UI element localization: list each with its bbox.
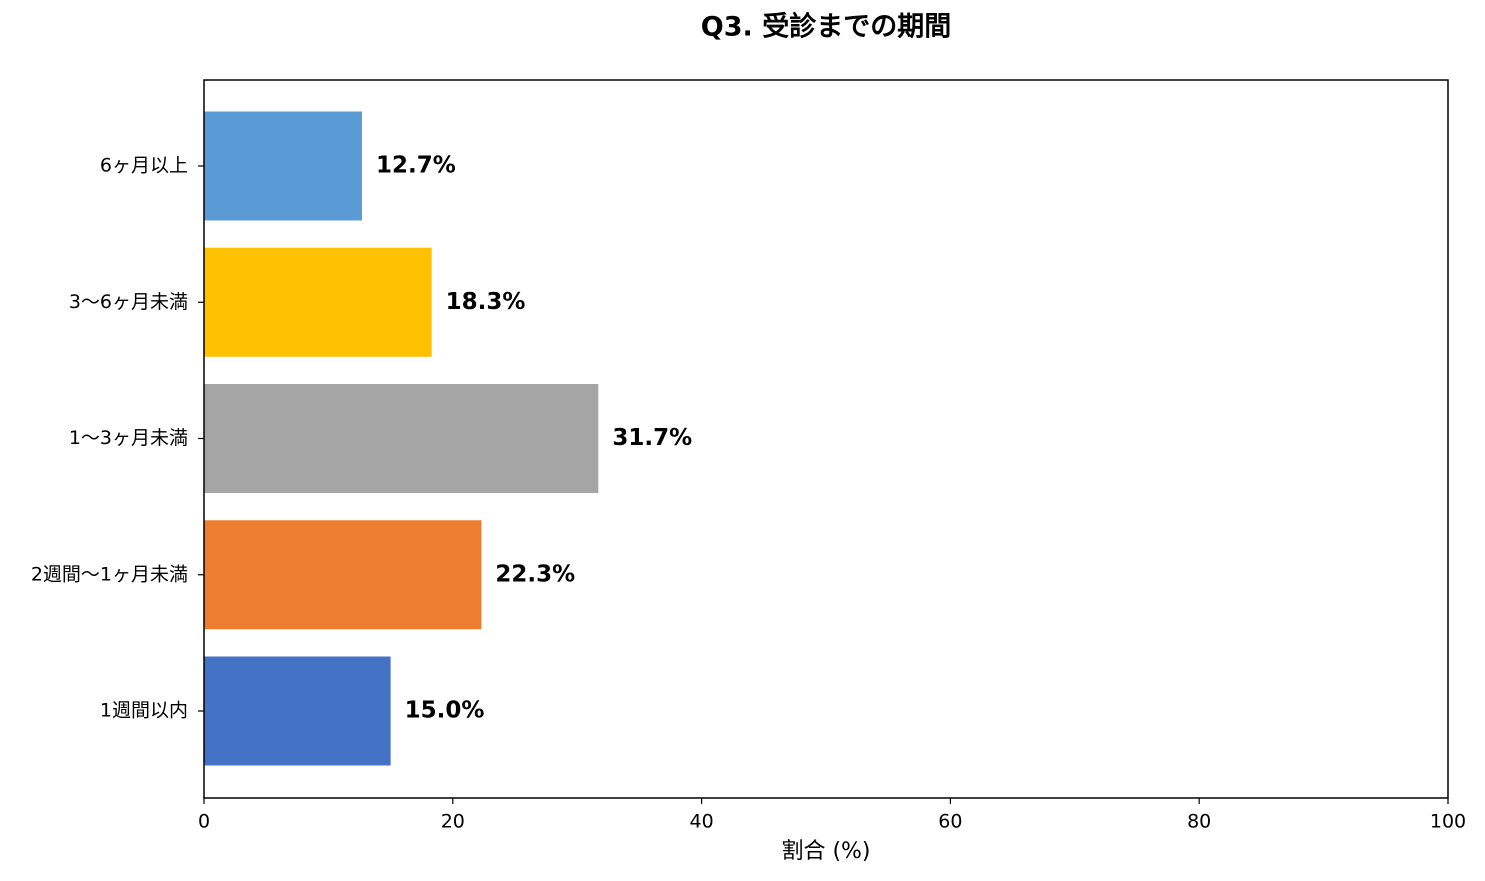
data-label: 22.3% <box>495 561 575 587</box>
x-tick-label: 40 <box>690 811 714 833</box>
plot-frame <box>203 79 1449 799</box>
data-label: 15.0% <box>405 698 485 724</box>
x-tick-label: 80 <box>1187 811 1211 833</box>
x-tick-label: 20 <box>441 811 465 833</box>
data-label: 18.3% <box>446 289 526 315</box>
y-tick-label: 2週間〜1ヶ月未満 <box>31 563 188 585</box>
x-tick-label: 60 <box>938 811 962 833</box>
bar <box>204 520 482 630</box>
bar <box>204 111 362 221</box>
y-tick-label: 1週間以内 <box>100 700 188 722</box>
data-label: 31.7% <box>612 425 692 451</box>
y-tick-label: 3〜6ヶ月未満 <box>69 291 188 313</box>
x-axis-label: 割合 (%) <box>781 839 870 864</box>
x-tick-label: 0 <box>198 811 210 833</box>
x-tick-label: 100 <box>1430 811 1466 833</box>
y-tick-label: 6ヶ月以上 <box>100 155 188 177</box>
y-tick-label: 1〜3ヶ月未満 <box>69 427 188 449</box>
data-label: 12.7% <box>376 153 456 179</box>
bar <box>204 384 599 493</box>
bar <box>204 247 432 357</box>
bar <box>204 656 391 766</box>
chart-title: Q3. 受診までの期間 <box>701 11 951 43</box>
